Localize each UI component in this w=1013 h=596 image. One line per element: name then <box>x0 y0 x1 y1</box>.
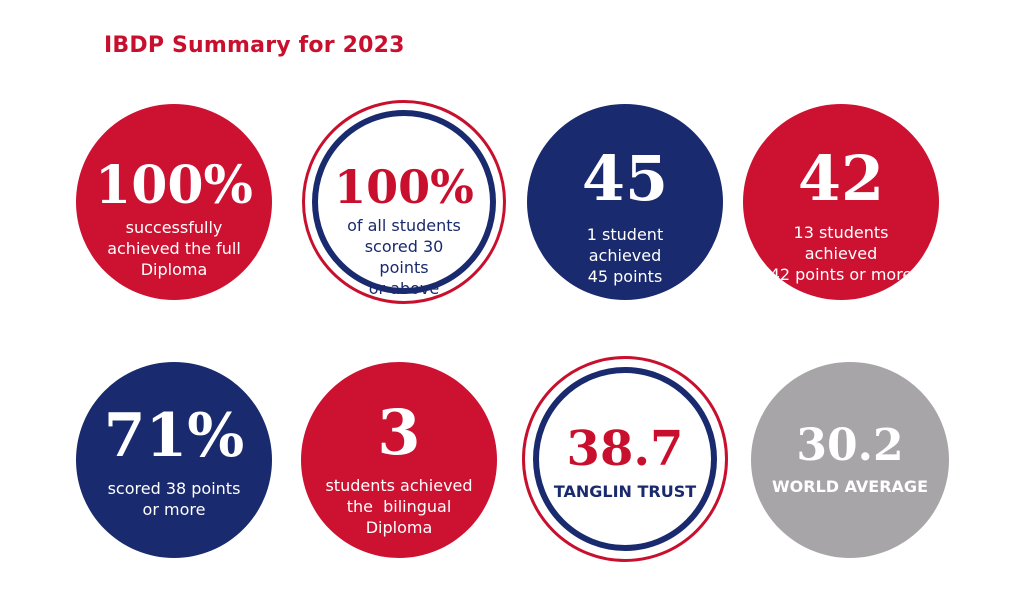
stat-value: 30.2 <box>796 420 904 471</box>
inner-ring <box>533 367 717 551</box>
stat-42-points: 42 13 students achieved 42 points or mor… <box>743 104 939 300</box>
inner-ring <box>312 110 496 294</box>
stat-description: WORLD AVERAGE <box>772 477 928 496</box>
stat-value: 38.7 <box>566 421 684 477</box>
stat-value: 100% <box>334 160 474 214</box>
stat-value: 3 <box>377 396 421 469</box>
stat-world-average: 30.2 WORLD AVERAGE <box>751 362 949 558</box>
stat-value: 42 <box>797 142 885 215</box>
stat-value: 100% <box>95 155 253 216</box>
stat-45-points: 45 1 student achieved 45 points <box>527 104 723 300</box>
stat-tanglin-trust: 38.7 TANGLIN TRUST <box>522 356 728 562</box>
stat-value: 71% <box>103 401 245 471</box>
stat-38-points: 71% scored 38 points or more <box>76 362 272 558</box>
stat-description: of all students scored 30 points or abov… <box>347 216 461 298</box>
stat-full-diploma: 100% successfully achieved the full Dipl… <box>76 104 272 300</box>
stat-description: students achieved the bilingual Diploma <box>325 476 473 537</box>
stat-value: 45 <box>581 142 669 215</box>
stat-description: 1 student achieved 45 points <box>586 225 664 286</box>
page-title: IBDP Summary for 2023 <box>104 33 405 58</box>
stat-description: successfully achieved the full Diploma <box>107 218 241 279</box>
stat-bilingual-diploma: 3 students achieved the bilingual Diplom… <box>301 362 497 558</box>
stat-scored-30: 100% of all students scored 30 points or… <box>302 100 506 304</box>
stat-description: TANGLIN TRUST <box>553 482 697 501</box>
stat-description: scored 38 points or more <box>107 479 241 519</box>
stat-description: 13 students achieved 42 points or more <box>769 223 913 284</box>
